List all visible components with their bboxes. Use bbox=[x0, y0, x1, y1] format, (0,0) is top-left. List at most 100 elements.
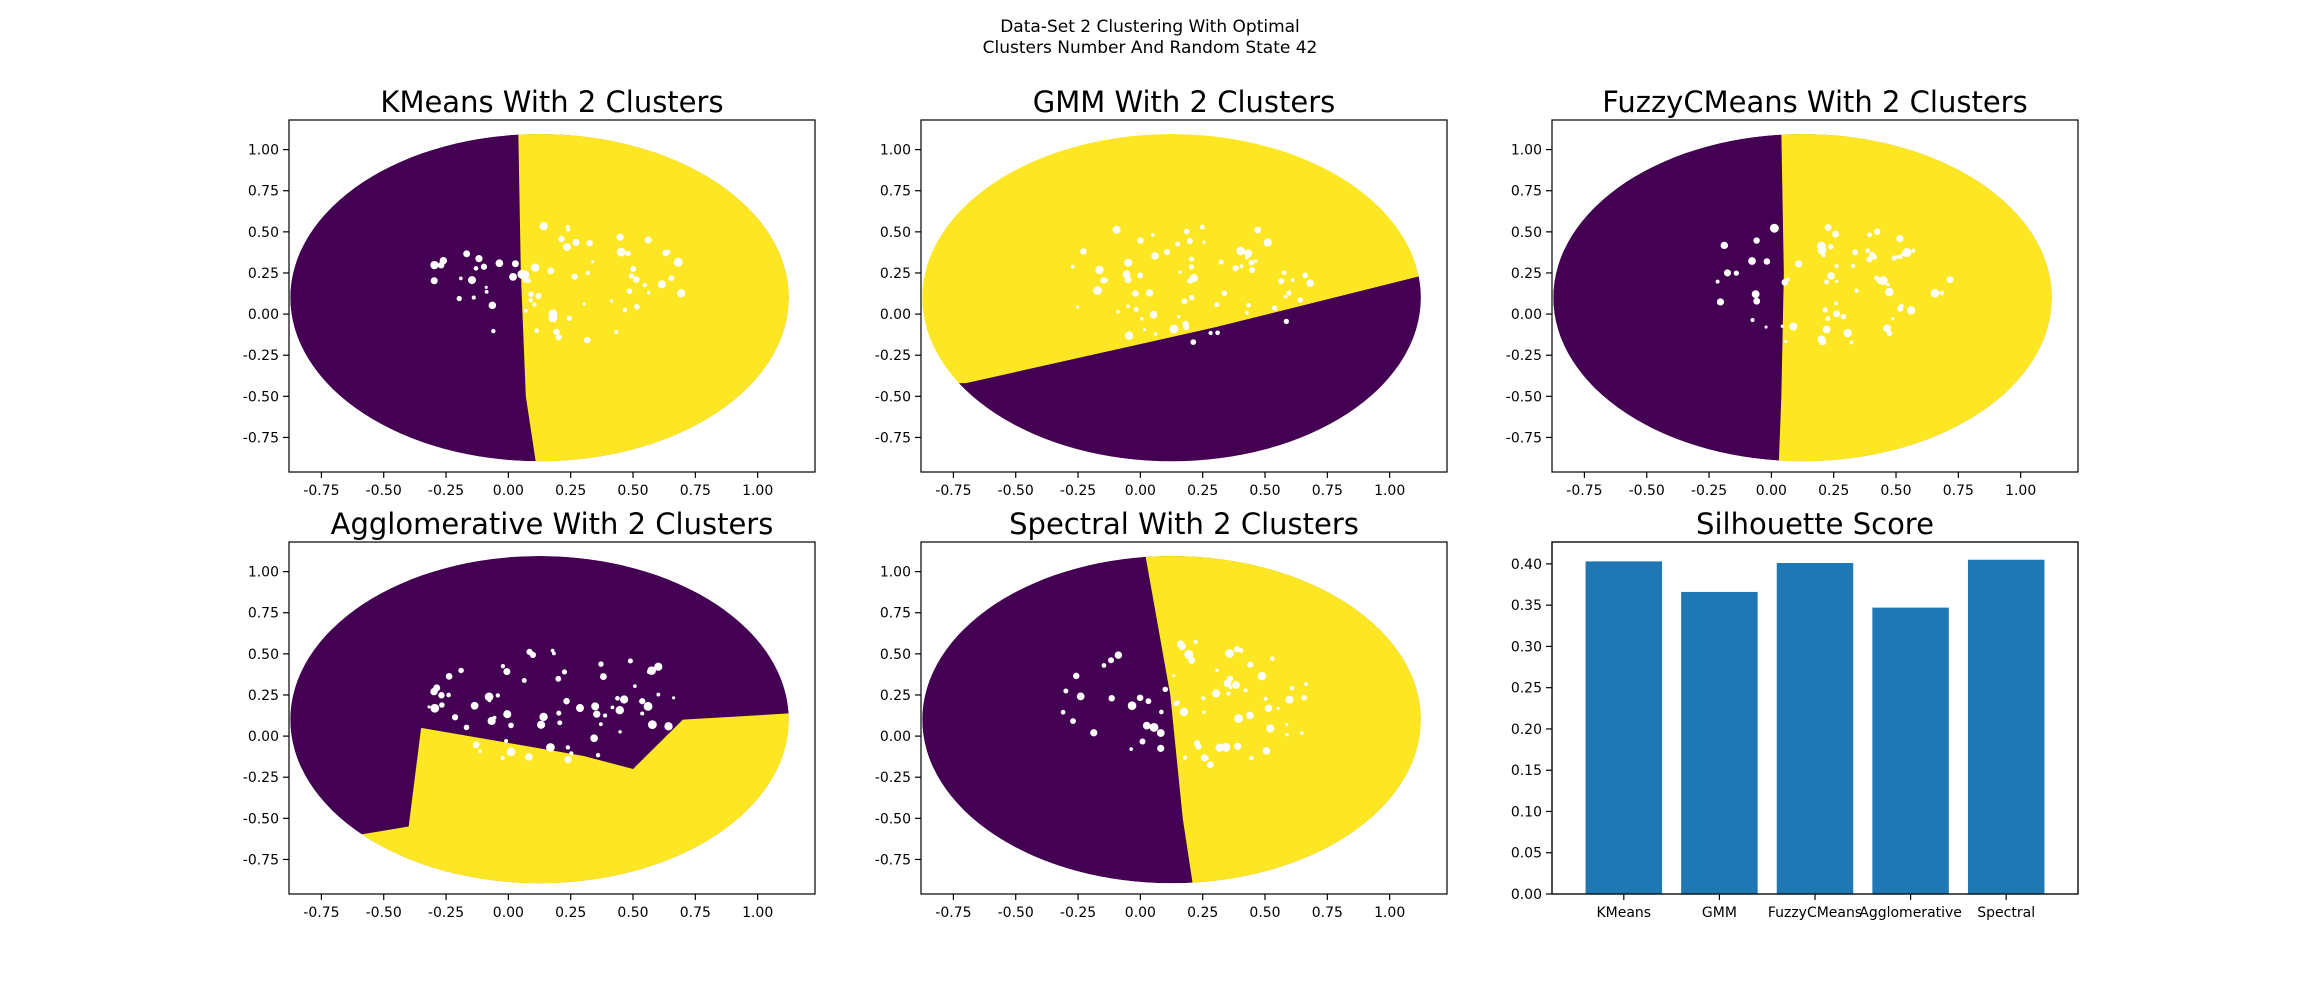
point-gap bbox=[1751, 290, 1760, 299]
point-gap bbox=[1818, 337, 1827, 346]
subplot-4: Agglomerative With 2 Clusters -0.75 -0.50 -… bbox=[243, 507, 816, 921]
point-gap bbox=[668, 275, 675, 282]
y-tick-label: 0.75 bbox=[880, 184, 911, 200]
y-tick-label: 0.00 bbox=[1511, 307, 1542, 323]
point-gap bbox=[1300, 731, 1304, 735]
y-tick-label: 0.20 bbox=[1511, 722, 1542, 738]
cluster-region-b bbox=[1145, 555, 1421, 884]
y-tick-label: 0.00 bbox=[248, 307, 279, 323]
point-gap bbox=[528, 291, 534, 297]
y-tick-label: 0.75 bbox=[880, 606, 911, 622]
point-gap bbox=[1878, 276, 1888, 285]
point-gap bbox=[438, 692, 445, 699]
point-gap bbox=[566, 315, 572, 321]
point-gap bbox=[1253, 259, 1258, 263]
point-gap bbox=[1149, 310, 1158, 319]
point-gap bbox=[1100, 277, 1107, 284]
x-tick-label: -0.50 bbox=[1629, 483, 1665, 499]
point-gap bbox=[565, 224, 570, 229]
point-gap bbox=[1095, 265, 1104, 275]
point-gap bbox=[1076, 692, 1085, 701]
x-tick-label: Agglomerative bbox=[1859, 905, 1962, 921]
scatter-points bbox=[922, 133, 1421, 462]
y-tick-label: 0.05 bbox=[1511, 846, 1542, 862]
point-gap bbox=[456, 295, 462, 302]
subplot-3: FuzzyCMeans With 2 Clusters -0.75 -0.50 -0.… bbox=[1506, 85, 2079, 499]
point-gap bbox=[1221, 290, 1228, 296]
y-tick-label: 0.25 bbox=[248, 266, 279, 282]
point-gap bbox=[1789, 322, 1798, 331]
point-gap bbox=[495, 693, 501, 698]
point-gap bbox=[591, 260, 595, 264]
point-gap bbox=[1212, 689, 1221, 698]
y-tick-label: 0.25 bbox=[880, 688, 911, 704]
point-gap bbox=[1116, 310, 1120, 314]
point-gap bbox=[1214, 302, 1220, 308]
subplot-grid: KMeans With 2 Clusters -0.75 -0.50 -0.25 0.0… bbox=[243, 85, 2079, 921]
point-gap bbox=[1193, 639, 1198, 644]
point-gap bbox=[1181, 298, 1188, 305]
point-gap bbox=[1215, 668, 1219, 672]
point-gap bbox=[529, 651, 536, 659]
point-gap bbox=[1867, 232, 1872, 238]
y-tick-label: 0.25 bbox=[248, 688, 279, 704]
y-tick-label: 0.75 bbox=[1511, 184, 1542, 200]
point-gap bbox=[569, 751, 574, 756]
point-gap bbox=[484, 285, 488, 289]
point-gap bbox=[1126, 304, 1130, 309]
point-gap bbox=[1070, 264, 1075, 269]
x-tick-label: -0.75 bbox=[935, 905, 971, 921]
point-gap bbox=[672, 696, 676, 700]
x-tick-label: 0.25 bbox=[555, 905, 586, 921]
point-gap bbox=[1930, 288, 1940, 298]
point-gap bbox=[1234, 742, 1242, 750]
point-gap bbox=[572, 238, 580, 246]
point-gap bbox=[1108, 657, 1115, 664]
y-tick-label: -0.25 bbox=[875, 348, 911, 364]
y-tick-label: -0.75 bbox=[875, 430, 911, 446]
point-gap bbox=[1186, 238, 1193, 245]
cluster-region-b bbox=[290, 713, 789, 884]
point-gap bbox=[473, 266, 479, 271]
subplot-title: Silhouette Score bbox=[1696, 507, 1934, 541]
point-gap bbox=[1245, 255, 1249, 260]
x-tick-label: -0.50 bbox=[998, 483, 1034, 499]
point-gap bbox=[1302, 272, 1308, 279]
point-gap bbox=[1825, 316, 1831, 321]
point-gap bbox=[1276, 706, 1280, 710]
point-gap bbox=[1290, 278, 1295, 282]
x-tick-label: 1.00 bbox=[2005, 483, 2036, 499]
point-gap bbox=[532, 302, 537, 307]
y-tick-label: 1.00 bbox=[880, 565, 911, 581]
scatter-points bbox=[290, 555, 789, 884]
point-gap bbox=[1175, 700, 1180, 705]
y-tick-label: 0.25 bbox=[1511, 681, 1542, 697]
point-gap bbox=[467, 276, 476, 285]
point-gap bbox=[1249, 267, 1256, 273]
point-gap bbox=[475, 255, 483, 263]
point-gap bbox=[537, 720, 546, 729]
point-gap bbox=[1182, 755, 1188, 760]
point-gap bbox=[1257, 672, 1267, 681]
scatter-points bbox=[1553, 133, 2052, 462]
point-gap bbox=[1733, 270, 1739, 276]
point-gap bbox=[1715, 279, 1720, 284]
point-gap bbox=[643, 701, 653, 711]
point-gap bbox=[500, 755, 505, 760]
point-gap bbox=[618, 730, 622, 734]
bar-kmeans bbox=[1585, 561, 1663, 894]
point-gap bbox=[1902, 248, 1912, 257]
point-gap bbox=[1891, 255, 1897, 261]
point-gap bbox=[547, 267, 555, 275]
point-gap bbox=[1137, 272, 1144, 279]
point-gap bbox=[1112, 225, 1121, 234]
x-tick-label: -0.75 bbox=[935, 483, 971, 499]
point-gap bbox=[1190, 339, 1197, 345]
point-gap bbox=[1849, 340, 1854, 345]
point-gap bbox=[677, 289, 686, 298]
point-gap bbox=[1225, 649, 1234, 658]
point-gap bbox=[492, 715, 497, 720]
point-gap bbox=[1780, 324, 1784, 328]
x-tick-label: -0.50 bbox=[366, 905, 402, 921]
point-gap bbox=[666, 249, 671, 255]
